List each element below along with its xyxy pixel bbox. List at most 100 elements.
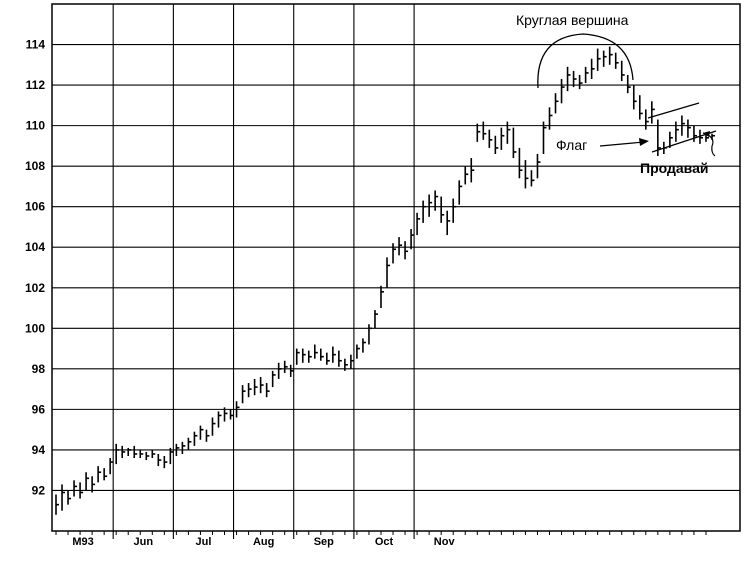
- ohlc-bar: [614, 52, 619, 69]
- ohlc-bar: [446, 210, 451, 236]
- ohlc-bar: [199, 425, 204, 440]
- ohlc-bar: [548, 107, 553, 130]
- ohlc-bar: [344, 358, 348, 371]
- ohlc-bar: [572, 70, 577, 88]
- ohlc-bar: [338, 350, 342, 367]
- ohlc-bar: [356, 344, 360, 359]
- x-tick-label: M93: [72, 536, 93, 548]
- ohlc-bar: [500, 127, 505, 150]
- ohlc-bar: [482, 121, 487, 140]
- ohlc-bar: [512, 127, 517, 159]
- ohlc-bar: [596, 48, 601, 71]
- y-tick-label: 112: [26, 78, 46, 92]
- ohlc-bar: [332, 346, 336, 363]
- y-tick-label: 108: [25, 159, 45, 173]
- ohlc-bar: [73, 480, 78, 497]
- ohlc-bar: [85, 472, 90, 491]
- grid-lines: [52, 4, 740, 539]
- ohlc-bar: [211, 417, 216, 436]
- ohlc-bar: [169, 447, 174, 465]
- ohlc-bar: [145, 451, 150, 461]
- ohlc-bar: [440, 196, 445, 223]
- ohlc-bar: [163, 456, 168, 469]
- ohlc-bar: [705, 133, 709, 142]
- ohlc-bar: [151, 449, 156, 459]
- ohlc-bar: [578, 74, 583, 90]
- ohlc-bar: [602, 50, 607, 67]
- ohlc-bar: [470, 158, 475, 183]
- ohlc-bar: [97, 466, 102, 483]
- ohlc-bar: [193, 431, 198, 446]
- y-axis-tick-labels: 92 94 96 98 100 102 104 106 108 110 112 114: [25, 38, 45, 498]
- ohlc-bar: [139, 449, 144, 459]
- ohlc-bar: [560, 78, 565, 104]
- ohlc-bar: [175, 443, 180, 457]
- ohlc-bar: [55, 494, 59, 515]
- ohlc-bar: [626, 74, 631, 94]
- sell-hook-arrow-head: [703, 131, 710, 137]
- ohlc-bar: [675, 121, 679, 142]
- x-axis-minor-ticks: [55, 531, 707, 535]
- ohlc-bar: [295, 348, 300, 365]
- ohlc-bar: [536, 153, 541, 179]
- ohlc-bar: [115, 443, 120, 465]
- ohlc-bar: [247, 383, 252, 398]
- ohlc-bar: [374, 310, 378, 329]
- ohlc-bar: [404, 241, 409, 260]
- y-tick-label: 96: [32, 402, 46, 416]
- ohlc-bar: [265, 383, 270, 398]
- ohlc-bar: [229, 409, 234, 420]
- ohlc-bar: [554, 93, 559, 114]
- y-tick-label: 102: [25, 281, 45, 295]
- x-tick-label: Jul: [195, 536, 211, 548]
- ohlc-bar: [651, 101, 655, 124]
- ohlc-bar: [283, 360, 288, 373]
- ohlc-bar: [542, 121, 547, 154]
- ohlc-bar: [91, 476, 96, 493]
- ohlc-bar: [530, 170, 535, 187]
- ohlc-bar: [464, 166, 469, 185]
- ohlc-bar: [61, 484, 66, 511]
- ohlc-bar: [205, 429, 210, 442]
- sell-annotation: Продавай: [640, 131, 716, 176]
- ohlc-bars: [55, 46, 715, 515]
- ohlc-bar: [307, 350, 312, 363]
- ohlc-bar: [566, 66, 571, 92]
- ohlc-bar: [458, 180, 463, 205]
- ohlc-bar: [181, 441, 186, 454]
- ohlc-bar: [259, 376, 264, 394]
- rounded-top-label: Круглая вершина: [516, 12, 629, 28]
- ohlc-bar: [392, 243, 397, 264]
- rounded-top-arc: [537, 33, 634, 89]
- ohlc-bar: [590, 58, 595, 79]
- flag-upper-boundary: [647, 102, 700, 119]
- flag-arrow-head: [639, 138, 649, 146]
- y-tick-label: 110: [26, 119, 46, 133]
- ohlc-bar: [506, 121, 511, 144]
- ohlc-bar: [320, 348, 324, 361]
- ohlc-bar: [693, 125, 697, 142]
- sell-label: Продавай: [640, 160, 708, 176]
- ohlc-bar: [187, 437, 192, 450]
- ohlc-bar: [452, 198, 457, 223]
- ohlc-bar: [476, 123, 481, 142]
- x-tick-label: Sep: [314, 536, 334, 548]
- ohlc-bar: [620, 60, 625, 82]
- ohlc-bar: [608, 46, 613, 65]
- x-tick-label: Aug: [253, 536, 274, 548]
- ohlc-bar: [584, 66, 589, 84]
- rounded-top-annotation: Круглая вершина: [516, 12, 634, 89]
- ohlc-bar: [632, 85, 637, 110]
- ohlc-bar: [121, 445, 126, 459]
- ohlc-bar: [157, 453, 162, 467]
- ohlc-bar: [410, 228, 415, 250]
- ohlc-bar: [313, 344, 318, 359]
- ohlc-bar: [79, 482, 84, 499]
- ohlc-bar: [638, 95, 643, 120]
- plot-frame: [51, 3, 741, 532]
- ohlc-bar: [434, 190, 439, 211]
- y-tick-label: 94: [32, 443, 46, 457]
- ohlc-bar: [271, 370, 276, 388]
- y-tick-label: 98: [32, 362, 46, 376]
